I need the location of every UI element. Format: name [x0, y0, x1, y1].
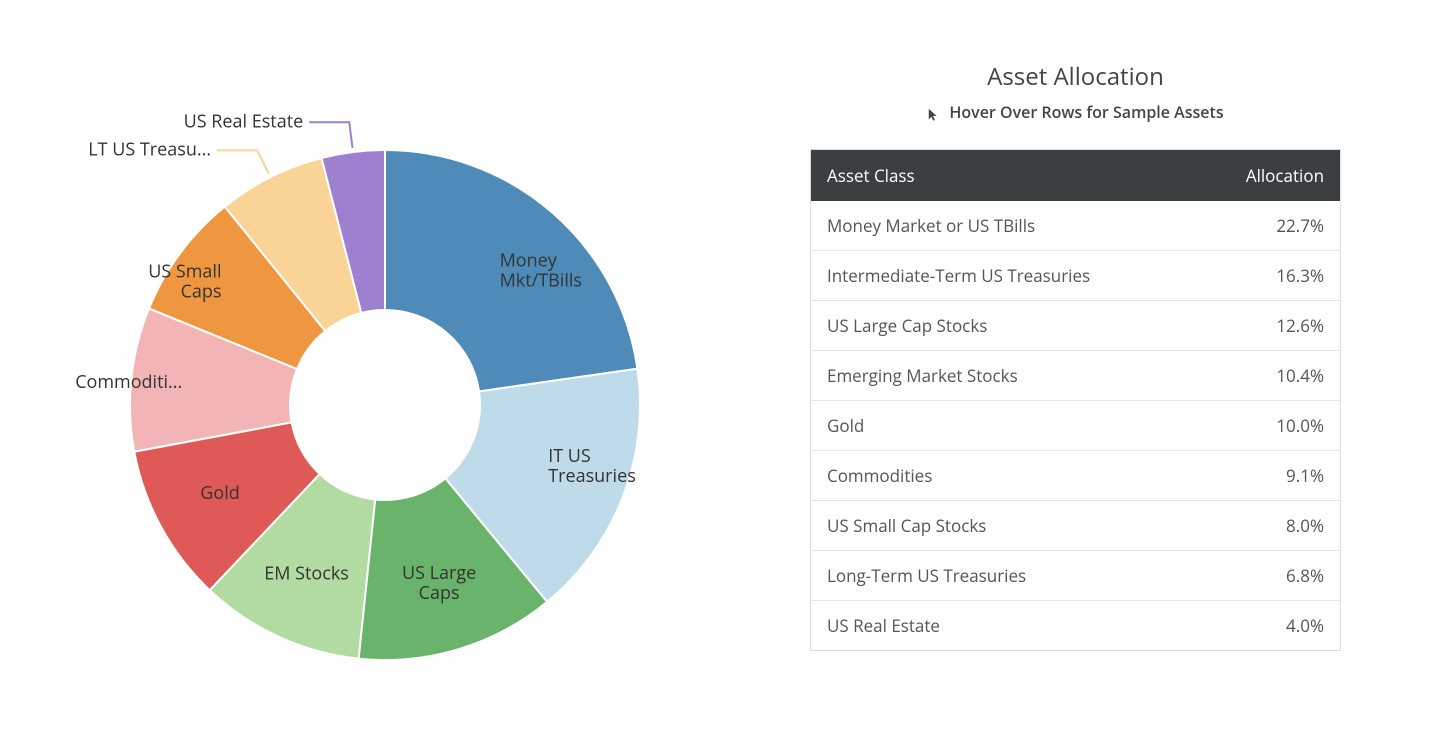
cell-asset-class: US Large Cap Stocks — [811, 301, 1197, 351]
table-row[interactable]: Commodities9.1% — [811, 451, 1341, 501]
table-row[interactable]: Long-Term US Treasuries6.8% — [811, 551, 1341, 601]
table-row[interactable]: Money Market or US TBills22.7% — [811, 201, 1341, 251]
table-row[interactable]: US Large Cap Stocks12.6% — [811, 301, 1341, 351]
col-asset-class: Asset Class — [811, 150, 1197, 202]
slice-leader-label: LT US Treasu... — [88, 137, 211, 161]
table-header-row: Asset Class Allocation — [811, 150, 1341, 202]
cell-asset-class: Long-Term US Treasuries — [811, 551, 1197, 601]
cell-allocation: 6.8% — [1196, 551, 1340, 601]
donut-chart: MoneyMkt/TBillsIT USTreasuriesUS LargeCa… — [40, 60, 740, 740]
cell-allocation: 9.1% — [1196, 451, 1340, 501]
layout-container: MoneyMkt/TBillsIT USTreasuriesUS LargeCa… — [0, 0, 1431, 734]
slice-label: Gold — [200, 481, 239, 505]
cell-asset-class: Money Market or US TBills — [811, 201, 1197, 251]
slice-label: Commoditi... — [75, 370, 182, 394]
cursor-icon — [927, 105, 941, 119]
table-panel: Asset Allocation Hover Over Rows for Sam… — [760, 0, 1431, 734]
table-title: Asset Allocation — [810, 60, 1341, 93]
cell-allocation: 16.3% — [1196, 251, 1340, 301]
leader-line — [217, 150, 269, 173]
cell-allocation: 22.7% — [1196, 201, 1340, 251]
cell-allocation: 10.4% — [1196, 351, 1340, 401]
table-row[interactable]: Intermediate-Term US Treasuries16.3% — [811, 251, 1341, 301]
cell-asset-class: Emerging Market Stocks — [811, 351, 1197, 401]
table-row[interactable]: US Real Estate4.0% — [811, 601, 1341, 651]
cell-asset-class: Intermediate-Term US Treasuries — [811, 251, 1197, 301]
table-row[interactable]: US Small Cap Stocks8.0% — [811, 501, 1341, 551]
leader-line — [309, 122, 352, 148]
cell-asset-class: US Real Estate — [811, 601, 1197, 651]
table-subtitle-text: Hover Over Rows for Sample Assets — [949, 101, 1223, 123]
chart-panel: MoneyMkt/TBillsIT USTreasuriesUS LargeCa… — [0, 0, 760, 734]
table-row[interactable]: Emerging Market Stocks10.4% — [811, 351, 1341, 401]
allocation-table: Asset Class Allocation Money Market or U… — [810, 149, 1341, 651]
cell-asset-class: US Small Cap Stocks — [811, 501, 1197, 551]
cell-allocation: 10.0% — [1196, 401, 1340, 451]
cell-asset-class: Commodities — [811, 451, 1197, 501]
slice-leader-label: US Real Estate — [184, 109, 304, 133]
table-subtitle: Hover Over Rows for Sample Assets — [810, 101, 1341, 123]
table-row[interactable]: Gold10.0% — [811, 401, 1341, 451]
cell-allocation: 8.0% — [1196, 501, 1340, 551]
cell-allocation: 12.6% — [1196, 301, 1340, 351]
slice-label: EM Stocks — [264, 562, 349, 586]
cell-asset-class: Gold — [811, 401, 1197, 451]
cell-allocation: 4.0% — [1196, 601, 1340, 651]
col-allocation: Allocation — [1196, 150, 1340, 202]
